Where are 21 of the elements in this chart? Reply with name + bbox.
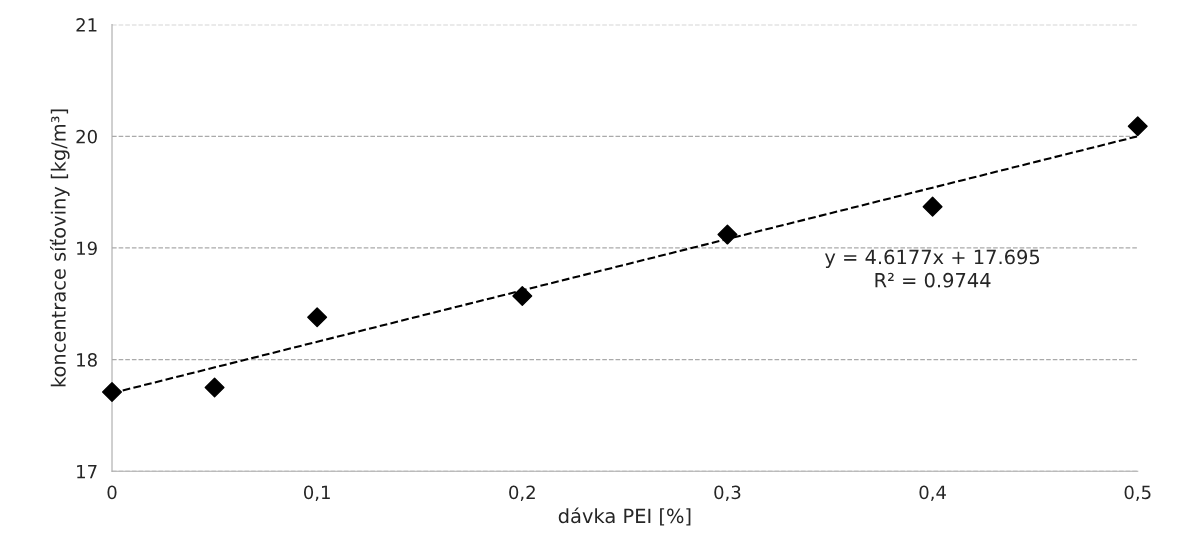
- x-tick-label: 0,1: [303, 485, 330, 501]
- y-axis-title: koncentrace síťoviny [kg/m³]: [49, 109, 70, 387]
- x-tick-label: 0,2: [509, 485, 535, 501]
- point: [204, 377, 225, 398]
- point: [512, 285, 533, 306]
- point: [717, 224, 738, 245]
- x-axis-title: dávka PEI [%]: [558, 507, 691, 526]
- annotation: y = 4.6177x + 17.695 R² = 0.9744: [824, 249, 1040, 288]
- point: [922, 196, 943, 217]
- x-tick-label: 0,5: [1124, 485, 1151, 501]
- point: [307, 307, 328, 328]
- x-tick-label: 0,4: [919, 485, 946, 501]
- y-tick-label: 17: [77, 464, 97, 479]
- y-tick-label: 20: [76, 129, 97, 144]
- point: [101, 381, 123, 403]
- x-tick-label: 0: [107, 485, 117, 500]
- y-tick-label: 19: [77, 241, 97, 256]
- x-tick-label: 0,3: [714, 485, 741, 501]
- y-tick-label: 21: [76, 18, 97, 32]
- y-tick-label: 18: [77, 353, 97, 367]
- point: [1127, 116, 1148, 137]
